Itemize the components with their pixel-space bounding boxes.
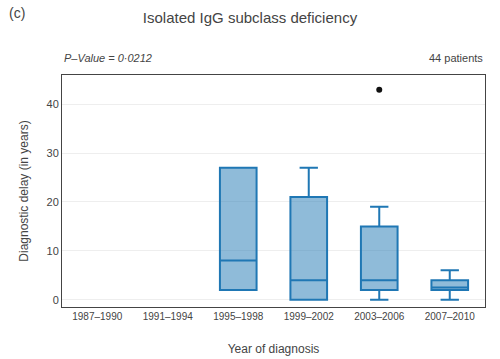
svg-text:1991–1994: 1991–1994 bbox=[143, 311, 193, 322]
svg-text:40: 40 bbox=[47, 98, 59, 110]
svg-text:30: 30 bbox=[47, 147, 59, 159]
svg-text:44 patients: 44 patients bbox=[429, 52, 483, 64]
svg-text:(c): (c) bbox=[9, 5, 25, 21]
svg-text:1995–1998: 1995–1998 bbox=[213, 311, 263, 322]
svg-text:Diagnostic delay (in years): Diagnostic delay (in years) bbox=[17, 120, 31, 261]
svg-text:10: 10 bbox=[47, 245, 59, 257]
svg-text:1987–1990: 1987–1990 bbox=[72, 311, 122, 322]
svg-text:Isolated IgG subclass deficien: Isolated IgG subclass deficiency bbox=[143, 9, 358, 26]
svg-text:20: 20 bbox=[47, 196, 59, 208]
svg-text:1999–2002: 1999–2002 bbox=[284, 311, 334, 322]
svg-text:2007–2010: 2007–2010 bbox=[425, 311, 475, 322]
svg-text:Year of diagnosis: Year of diagnosis bbox=[228, 342, 320, 356]
svg-text:2003–2006: 2003–2006 bbox=[354, 311, 404, 322]
svg-text:0: 0 bbox=[53, 294, 59, 306]
svg-text:P–Value = 0·0212: P–Value = 0·0212 bbox=[64, 52, 152, 64]
